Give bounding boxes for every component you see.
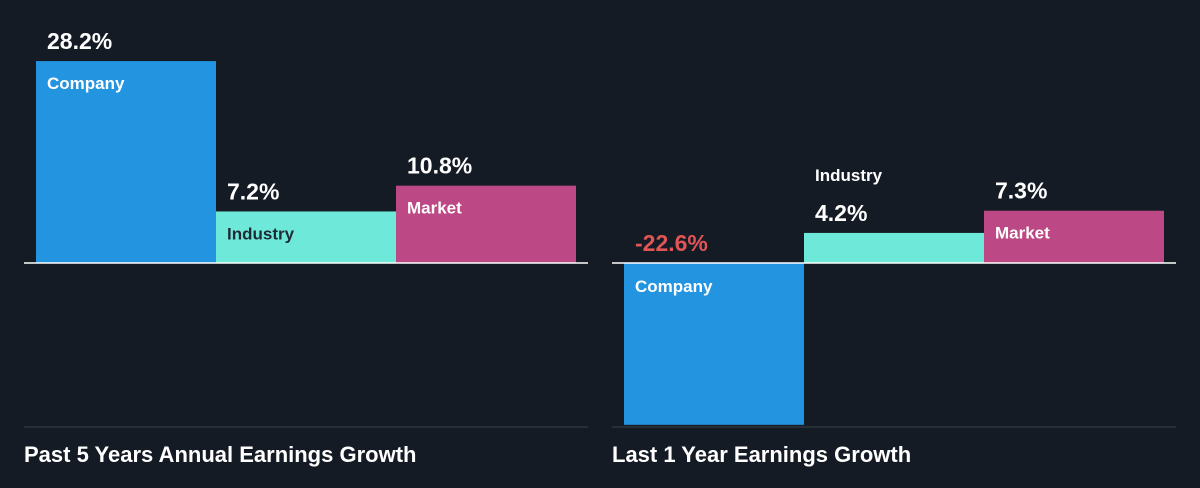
chart-1y-bar-company	[624, 263, 804, 425]
chart-title-1y: Last 1 Year Earnings Growth	[612, 442, 912, 467]
chart-1y-category-market: Market	[995, 224, 1050, 243]
chart-1y-category-industry: Industry	[815, 166, 883, 185]
chart-5y-category-market: Market	[407, 199, 462, 218]
chart-5y-bar-market	[396, 185, 576, 263]
chart-5y-value-market: 10.8%	[407, 153, 472, 179]
chart-5y-value-company: 28.2%	[47, 28, 112, 54]
chart-1y-bar-market	[984, 210, 1164, 263]
chart-1y-value-industry: 4.2%	[815, 200, 867, 226]
chart-title-5y: Past 5 Years Annual Earnings Growth	[24, 442, 417, 467]
chart-5y-category-industry: Industry	[227, 224, 295, 243]
chart-1y-value-market: 7.3%	[995, 178, 1047, 204]
chart-5y-category-company: Company	[47, 74, 125, 93]
chart-5y-bar-industry	[216, 211, 396, 263]
chart-1y-category-company: Company	[635, 277, 713, 296]
chart-1y-value-company: -22.6%	[635, 230, 708, 256]
chart-5y-bar-company	[36, 61, 216, 264]
chart-5y-value-industry: 7.2%	[227, 178, 279, 204]
chart-1y-bar-industry	[804, 232, 984, 263]
